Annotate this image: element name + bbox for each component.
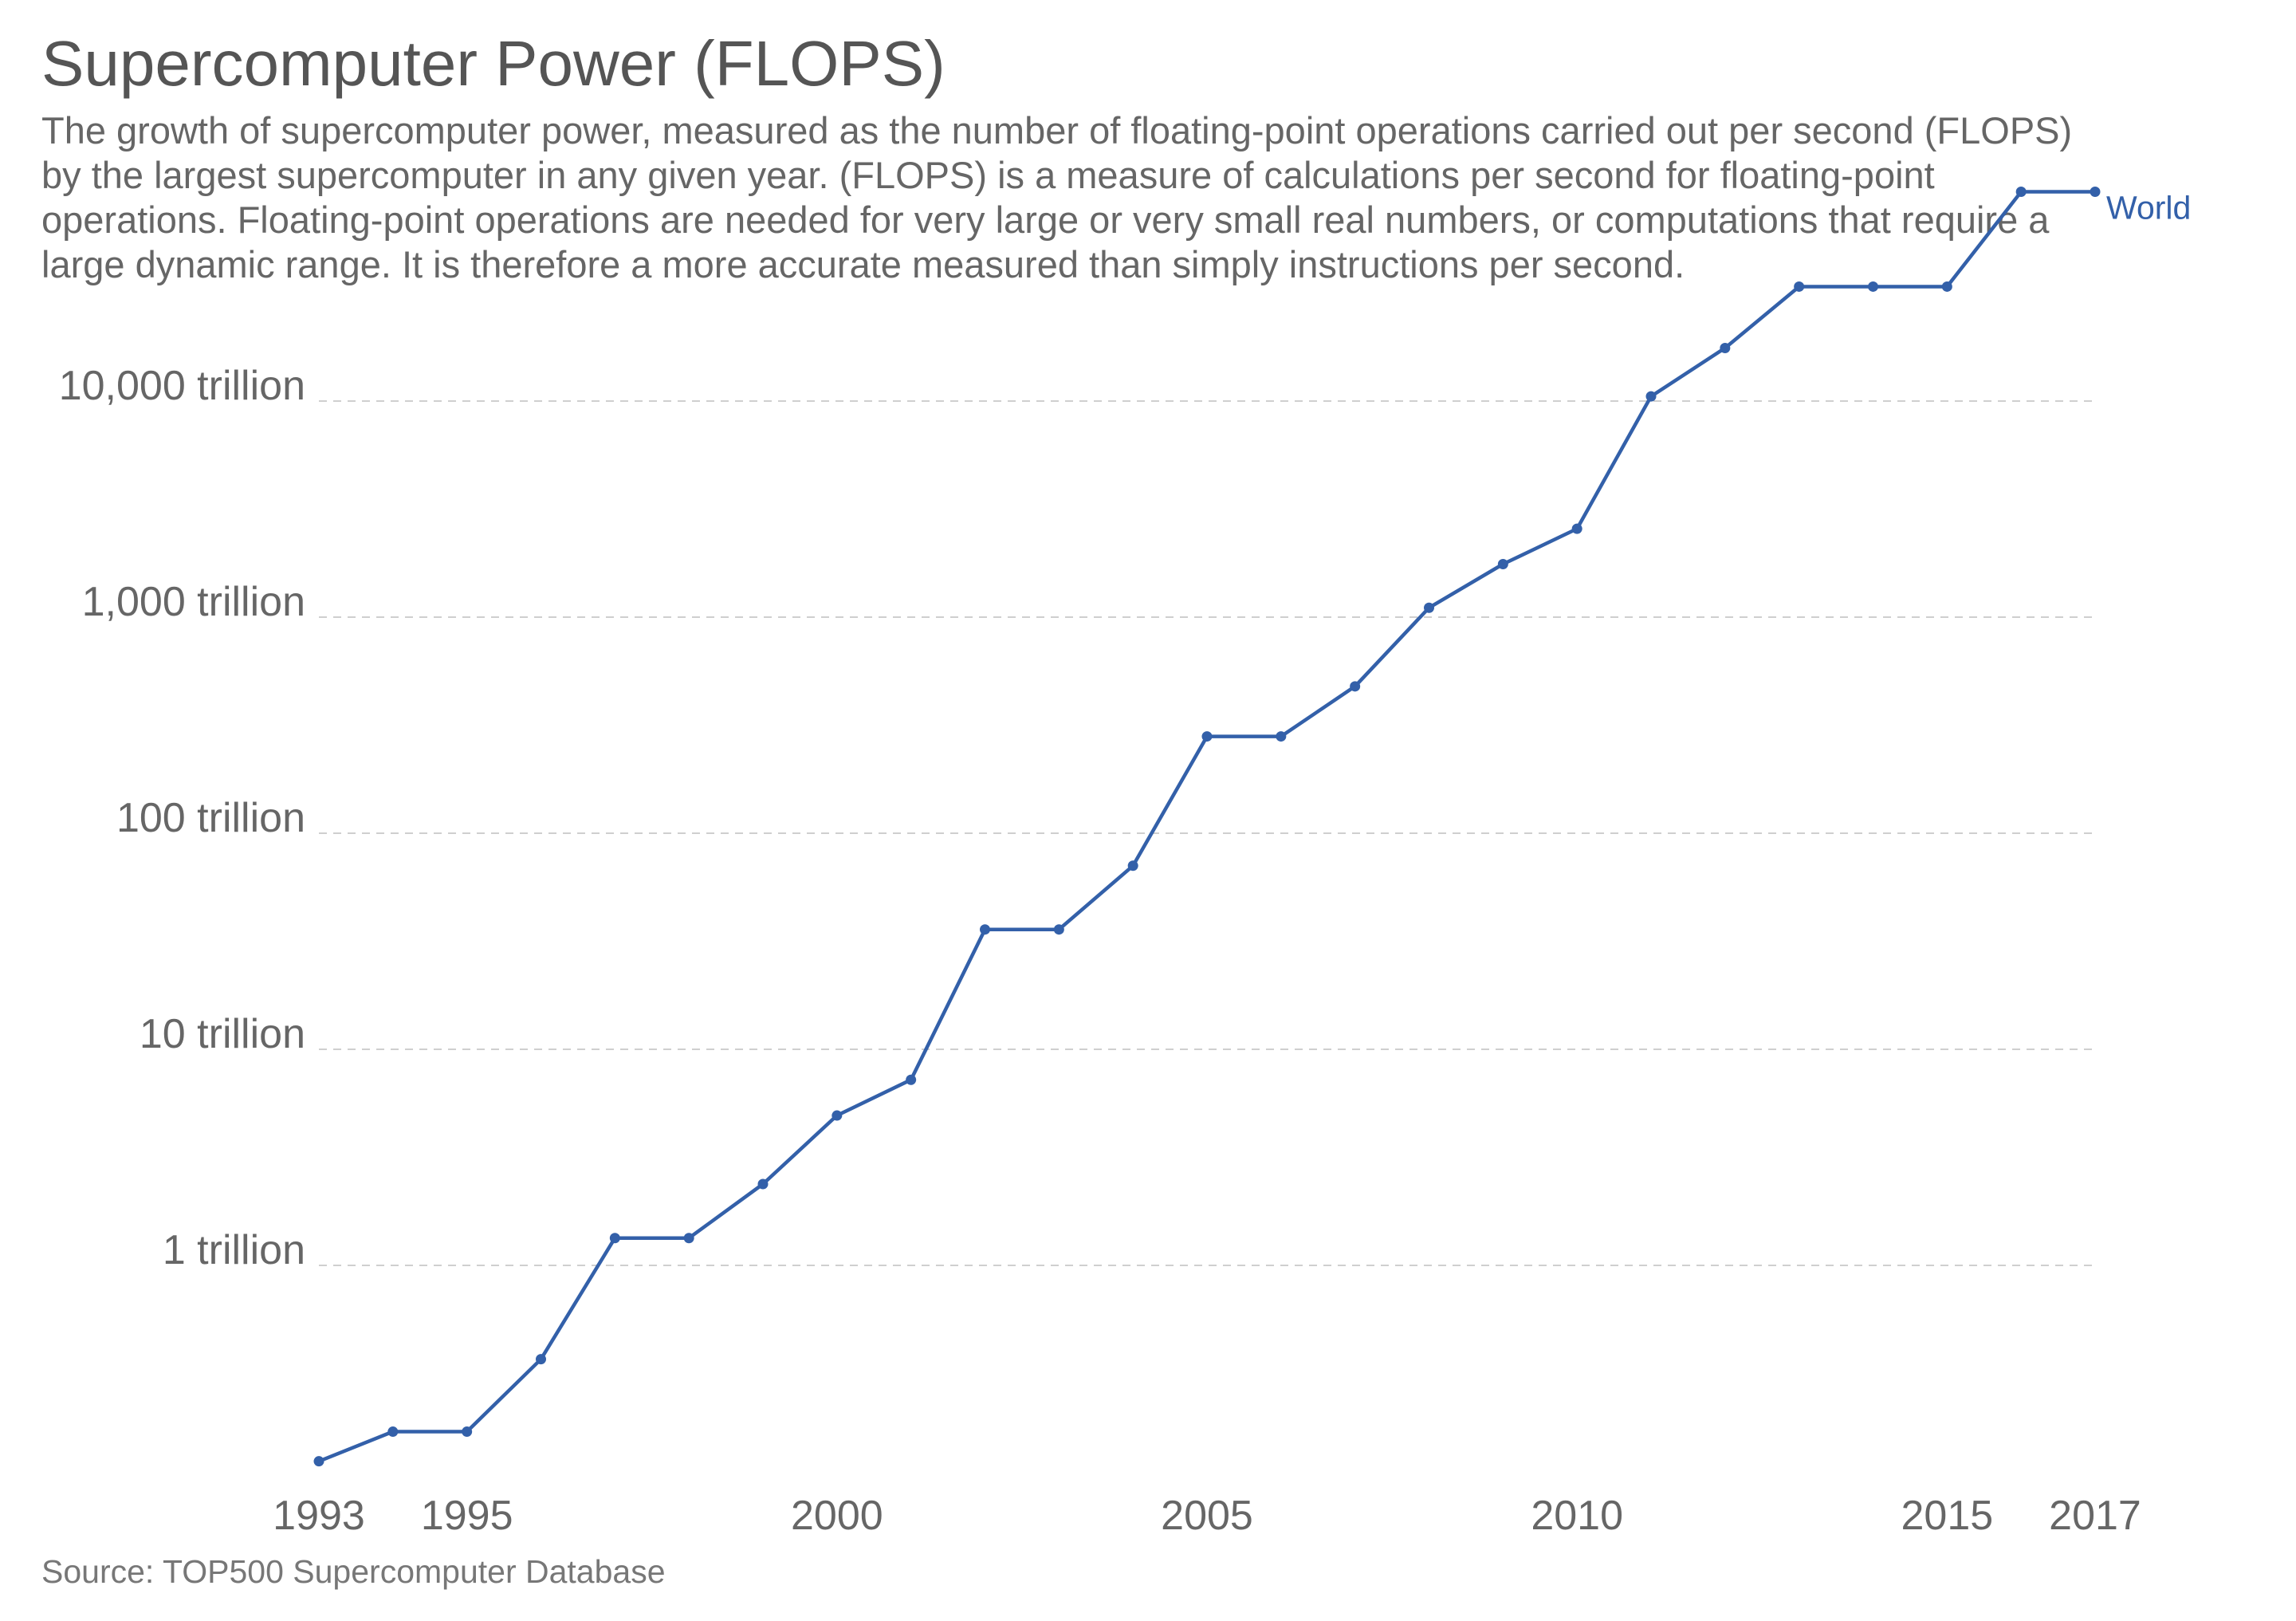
data-point [1053,924,1064,935]
x-tick-label: 2015 [1901,1493,1993,1539]
data-point [1794,281,1805,292]
data-point [2090,187,2101,198]
source-note: Source: TOP500 Supercomputer Database [41,1553,666,1590]
data-point [1497,559,1508,570]
y-tick-label: 1,000 trillion [82,579,305,625]
data-point [757,1178,769,1190]
chart-subtitle: The growth of supercomputer power, measu… [41,109,2073,285]
data-point [1941,281,1952,292]
series-label: World [2106,190,2191,226]
data-point [536,1354,546,1365]
x-tick-label: 2005 [1161,1493,1253,1539]
y-tick-label: 1 trillion [163,1227,305,1273]
x-axis-ticks: 1993 1995 2000 2005 2010 2015 2017 [273,1493,2141,1539]
data-point [387,1426,399,1438]
series-line-world [318,190,2095,1463]
x-tick-label: 2017 [2049,1493,2141,1539]
data-point [906,1074,917,1085]
data-point [832,1110,843,1121]
data-point [1201,731,1213,742]
data-point [1276,731,1287,742]
gridlines [319,400,2095,1266]
x-tick-label: 2010 [1531,1493,1623,1539]
y-axis-ticks: 1 trillion 10 trillion 100 trillion 1,000 t… [59,363,305,1273]
x-tick-label: 1993 [273,1493,365,1539]
data-point [1350,681,1361,692]
series-layer: World [313,187,2191,1467]
data-point [609,1233,620,1244]
data-point [683,1233,694,1244]
data-point [1127,860,1138,871]
y-tick-label: 100 trillion [116,795,305,841]
x-tick-label: 2000 [791,1493,883,1539]
chart-title: Supercomputer Power (FLOPS) [41,28,946,99]
data-point [313,1456,324,1467]
data-point [1645,391,1657,402]
x-tick-label: 1995 [421,1493,513,1539]
data-point [980,924,990,935]
y-tick-label: 10,000 trillion [59,363,305,409]
data-point [1424,602,1434,613]
data-point [462,1426,473,1438]
data-point [2015,187,2027,198]
data-point [1720,343,1731,354]
y-tick-label: 10 trillion [140,1011,305,1057]
data-point [1868,281,1878,292]
data-point [1571,523,1582,534]
